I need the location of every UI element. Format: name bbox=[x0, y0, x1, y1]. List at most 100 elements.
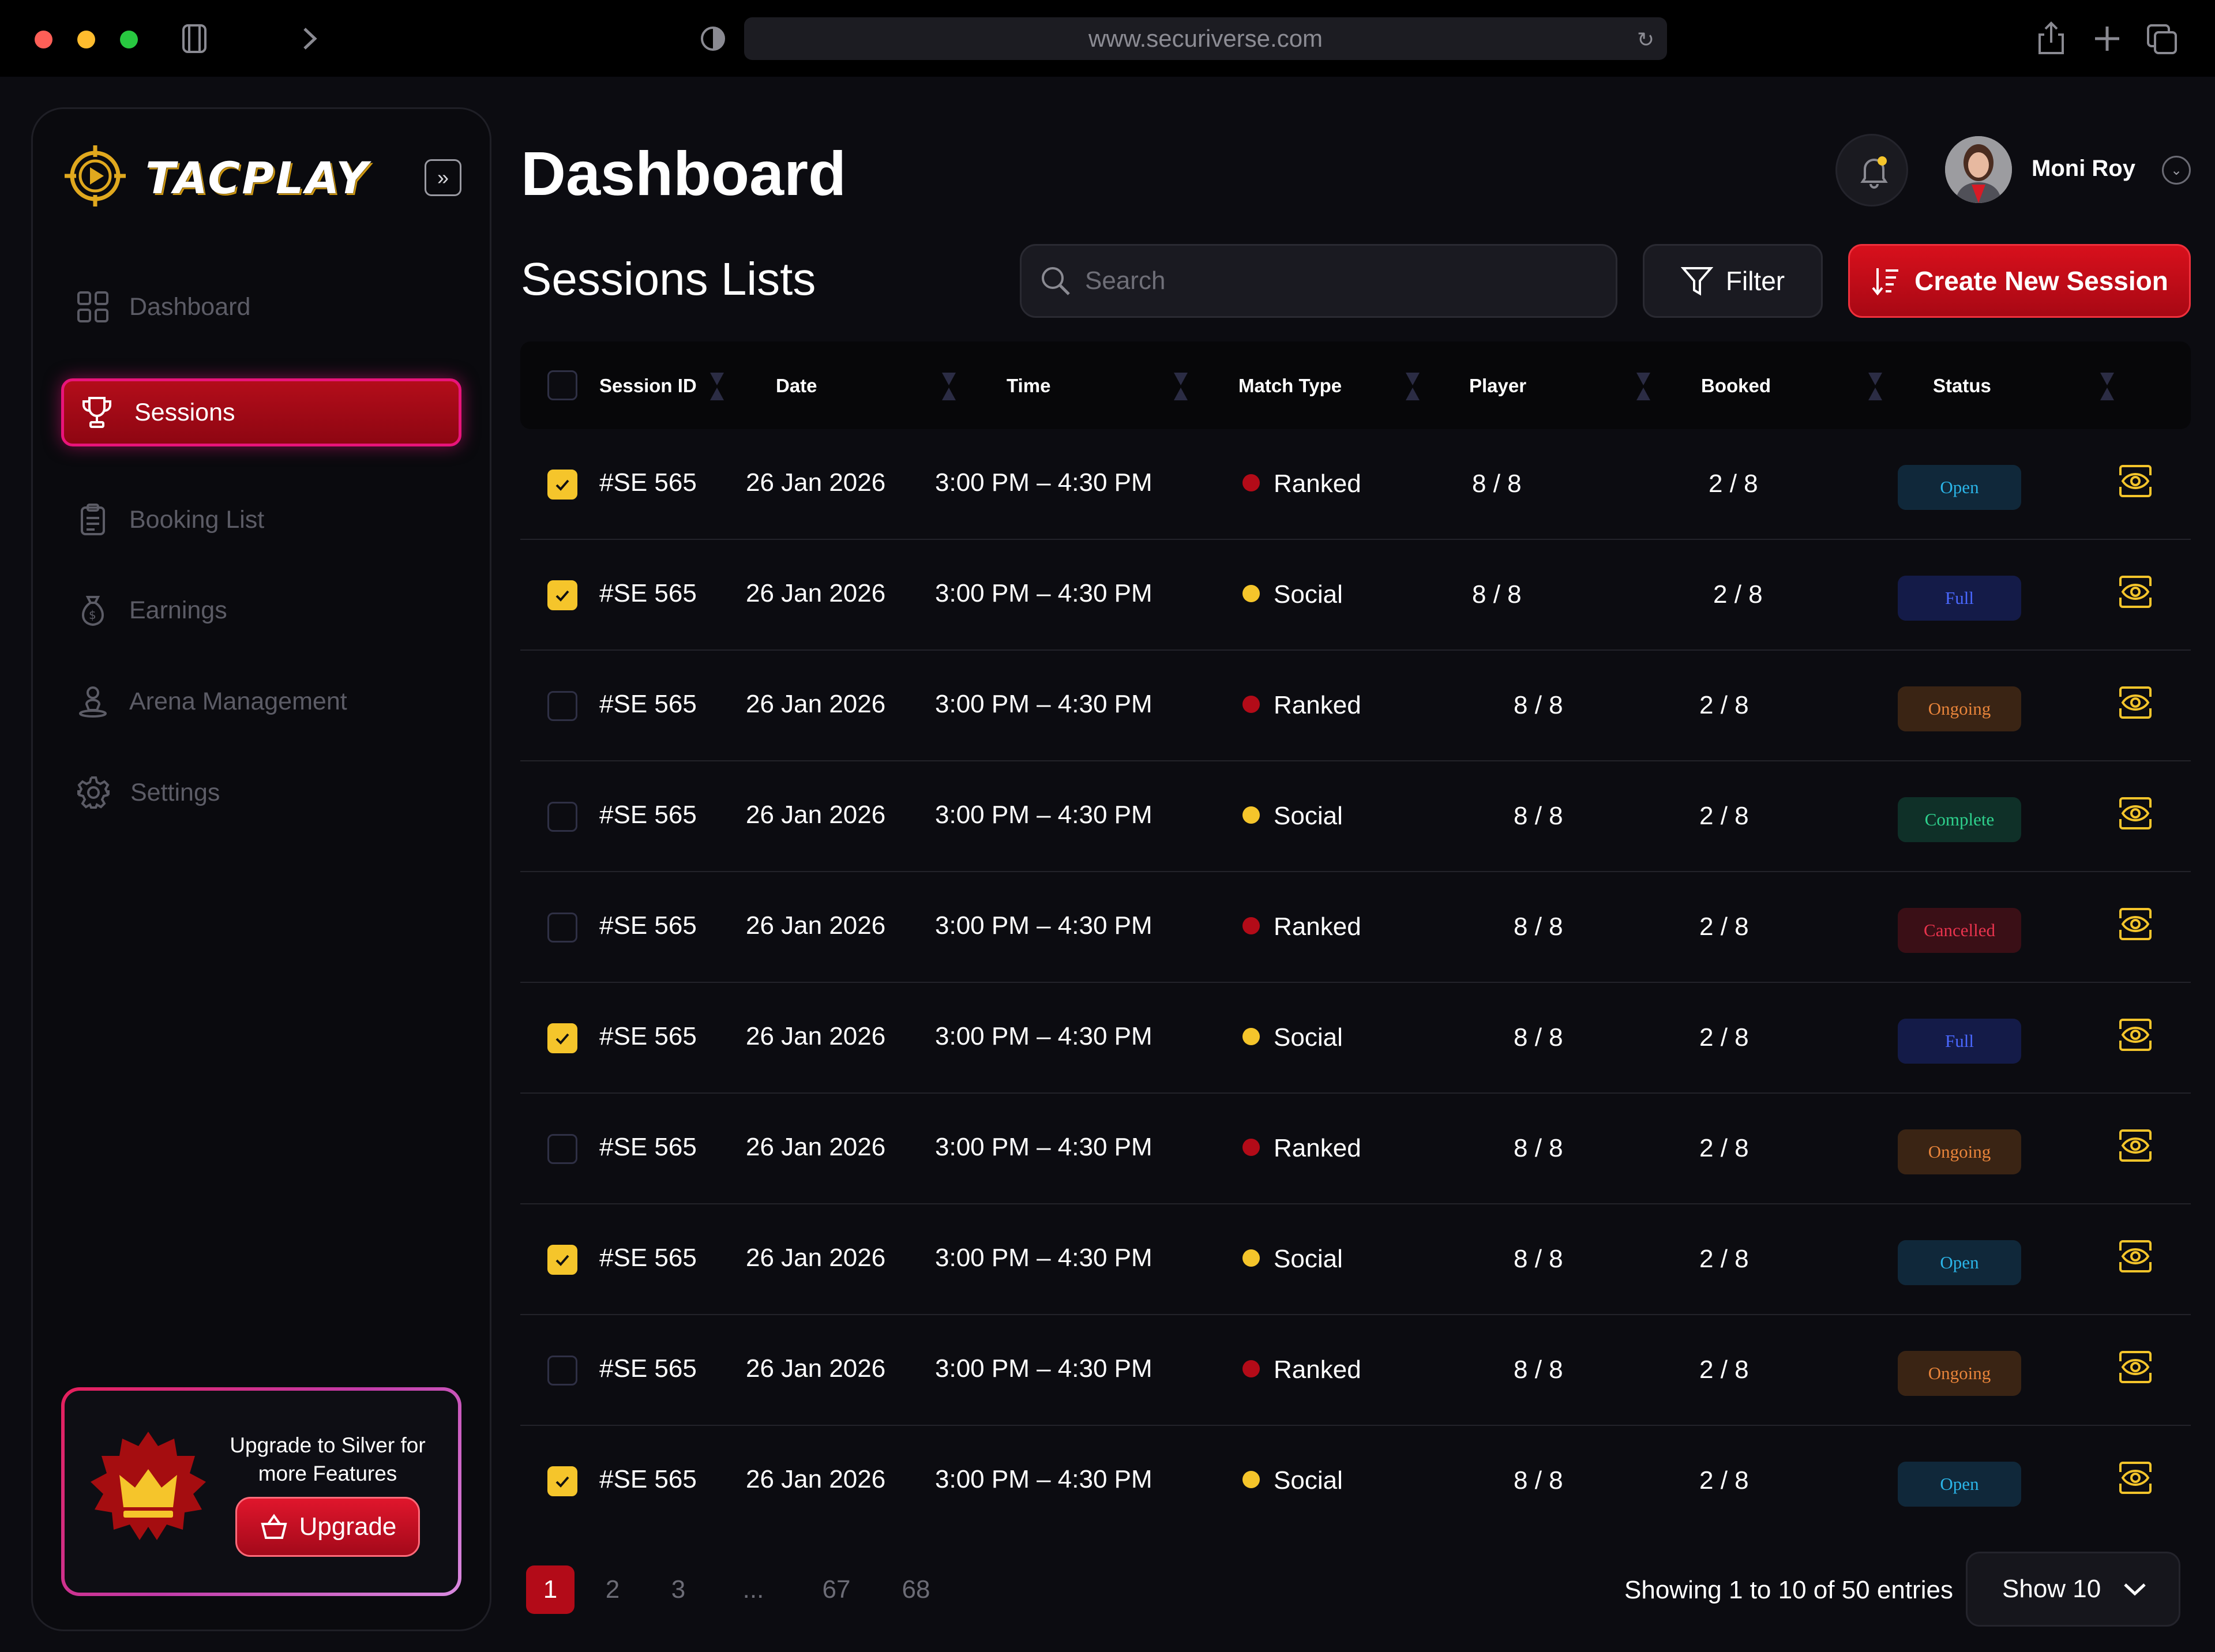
row-checkbox[interactable] bbox=[547, 802, 577, 832]
pagination-page[interactable]: 1 bbox=[526, 1565, 575, 1614]
user-menu-button[interactable]: ⌄ bbox=[2162, 156, 2191, 185]
table-row[interactable]: #SE 565 26 Jan 2026 3:00 PM – 4:30 PM Socia… bbox=[520, 983, 2191, 1094]
reload-icon[interactable]: ↻ bbox=[1636, 28, 1654, 51]
table-row[interactable]: #SE 565 26 Jan 2026 3:00 PM – 4:30 PM Ranke… bbox=[520, 1315, 2191, 1426]
table-row[interactable]: #SE 565 26 Jan 2026 3:00 PM – 4:30 PM Socia… bbox=[520, 1204, 2191, 1315]
sidebar-item-settings[interactable]: Settings bbox=[61, 759, 461, 827]
pagination-page[interactable]: 3 bbox=[671, 1575, 686, 1604]
select-all-checkbox[interactable] bbox=[547, 370, 577, 400]
upgrade-button-label: Upgrade bbox=[299, 1512, 397, 1541]
session-id: #SE 565 bbox=[599, 911, 697, 940]
sort-icon[interactable] bbox=[1636, 370, 1651, 403]
table-row[interactable]: #SE 565 26 Jan 2026 3:00 PM – 4:30 PM Socia… bbox=[520, 1426, 2191, 1537]
view-eye-icon[interactable] bbox=[2118, 685, 2153, 720]
checkmark-icon bbox=[555, 479, 569, 491]
table-header: Session ID Date Time Match Type Player B… bbox=[520, 341, 2191, 429]
share-icon[interactable] bbox=[2035, 21, 2067, 57]
sidebar-item-label: Settings bbox=[130, 778, 220, 806]
sort-icon[interactable] bbox=[1868, 370, 1883, 403]
upgrade-button[interactable]: Upgrade bbox=[235, 1497, 420, 1557]
match-type-label: Ranked bbox=[1274, 1356, 1361, 1384]
table-row[interactable]: #SE 565 26 Jan 2026 3:00 PM – 4:30 PM Ranke… bbox=[520, 872, 2191, 983]
checkmark-icon bbox=[555, 1033, 569, 1045]
row-checkbox[interactable] bbox=[547, 1356, 577, 1386]
url-bar[interactable]: www.securiverse.com ↻ bbox=[744, 17, 1667, 60]
row-checkbox[interactable] bbox=[547, 470, 577, 500]
row-checkbox[interactable] bbox=[547, 1023, 577, 1053]
view-eye-icon[interactable] bbox=[2118, 575, 2153, 609]
filter-button[interactable]: Filter bbox=[1643, 244, 1823, 318]
row-checkbox[interactable] bbox=[547, 691, 577, 721]
row-checkbox[interactable] bbox=[547, 1466, 577, 1496]
status-badge: Ongoing bbox=[1898, 1129, 2021, 1174]
row-checkbox[interactable] bbox=[547, 580, 577, 610]
view-eye-icon[interactable] bbox=[2118, 1239, 2153, 1274]
user-name[interactable]: Moni Roy bbox=[2032, 156, 2135, 181]
search-input[interactable] bbox=[1085, 266, 1604, 295]
column-player[interactable]: Player bbox=[1469, 375, 1527, 396]
view-eye-icon[interactable] bbox=[2118, 907, 2153, 941]
row-checkbox[interactable] bbox=[547, 1134, 577, 1164]
sidebar-item-arena-management[interactable]: Arena Management bbox=[61, 667, 461, 735]
table-row[interactable]: #SE 565 26 Jan 2026 3:00 PM – 4:30 PM Ranke… bbox=[520, 429, 2191, 540]
close-window-button[interactable] bbox=[35, 31, 52, 48]
pagination-page[interactable]: 68 bbox=[902, 1575, 930, 1604]
sidebar-item-earnings[interactable]: $ Earnings bbox=[61, 576, 461, 644]
row-checkbox[interactable] bbox=[547, 1245, 577, 1275]
match-type: Ranked bbox=[1242, 1356, 1361, 1384]
sort-icon[interactable] bbox=[941, 370, 956, 403]
sidebar-item-booking-list[interactable]: Booking List bbox=[61, 486, 461, 554]
player-count: 8 / 8 bbox=[1514, 691, 1563, 719]
pagination-page[interactable]: 67 bbox=[822, 1575, 851, 1604]
sort-icon[interactable] bbox=[709, 370, 724, 403]
session-time: 3:00 PM – 4:30 PM bbox=[935, 911, 1152, 940]
view-eye-icon[interactable] bbox=[2118, 464, 2153, 498]
sort-icon[interactable] bbox=[1173, 370, 1188, 403]
contrast-icon[interactable] bbox=[699, 25, 727, 52]
avatar[interactable] bbox=[1945, 136, 2012, 203]
column-status[interactable]: Status bbox=[1933, 375, 1991, 396]
maximize-window-button[interactable] bbox=[120, 31, 138, 48]
filter-icon bbox=[1680, 267, 1713, 296]
upgrade-text: Upgrade to Silver for more Features bbox=[230, 1433, 426, 1485]
sort-icon[interactable] bbox=[2100, 370, 2115, 403]
view-eye-icon[interactable] bbox=[2118, 1350, 2153, 1384]
view-eye-icon[interactable] bbox=[2118, 796, 2153, 831]
upgrade-card: Upgrade to Silver for more Features Upgr… bbox=[61, 1387, 461, 1596]
status-badge: Open bbox=[1898, 465, 2021, 510]
status-badge: Ongoing bbox=[1898, 1351, 2021, 1396]
view-eye-icon[interactable] bbox=[2118, 1460, 2153, 1495]
forward-arrow-icon[interactable] bbox=[299, 25, 322, 52]
create-new-session-button[interactable]: Create New Session bbox=[1848, 244, 2191, 318]
view-eye-icon[interactable] bbox=[2118, 1018, 2153, 1052]
tabs-overview-icon[interactable] bbox=[2145, 22, 2179, 57]
new-tab-icon[interactable] bbox=[2092, 23, 2123, 54]
booked-count: 2 / 8 bbox=[1699, 1134, 1749, 1162]
column-match-type[interactable]: Match Type bbox=[1238, 375, 1342, 396]
collapse-sidebar-button[interactable]: » bbox=[425, 159, 461, 196]
browser-toolbar: www.securiverse.com ↻ bbox=[0, 0, 2215, 77]
sort-icon[interactable] bbox=[1405, 370, 1420, 403]
minimize-window-button[interactable] bbox=[77, 31, 95, 48]
column-booked[interactable]: Booked bbox=[1701, 375, 1771, 396]
session-time: 3:00 PM – 4:30 PM bbox=[935, 801, 1152, 829]
row-checkbox[interactable] bbox=[547, 913, 577, 943]
table-row[interactable]: #SE 565 26 Jan 2026 3:00 PM – 4:30 PM Socia… bbox=[520, 761, 2191, 872]
table-row[interactable]: #SE 565 26 Jan 2026 3:00 PM – 4:30 PM Ranke… bbox=[520, 651, 2191, 761]
session-id: #SE 565 bbox=[599, 1022, 697, 1050]
sidebar-toggle-icon[interactable] bbox=[177, 21, 212, 57]
session-id: #SE 565 bbox=[599, 579, 697, 607]
table-row[interactable]: #SE 565 26 Jan 2026 3:00 PM – 4:30 PM Socia… bbox=[520, 540, 2191, 651]
column-session-id[interactable]: Session ID bbox=[599, 375, 697, 396]
view-eye-icon[interactable] bbox=[2118, 1128, 2153, 1163]
pagination-page[interactable]: 2 bbox=[605, 1575, 620, 1604]
session-time: 3:00 PM – 4:30 PM bbox=[935, 1244, 1152, 1272]
notifications-button[interactable] bbox=[1835, 134, 1908, 206]
search-box[interactable] bbox=[1020, 244, 1617, 318]
table-row[interactable]: #SE 565 26 Jan 2026 3:00 PM – 4:30 PM Ranke… bbox=[520, 1094, 2191, 1204]
page-size-select[interactable]: Show 10 bbox=[1966, 1552, 2180, 1627]
column-date[interactable]: Date bbox=[776, 375, 817, 396]
column-time[interactable]: Time bbox=[1007, 375, 1051, 396]
sidebar-item-sessions[interactable]: Sessions bbox=[61, 378, 461, 446]
sidebar-item-dashboard[interactable]: Dashboard bbox=[61, 273, 461, 341]
